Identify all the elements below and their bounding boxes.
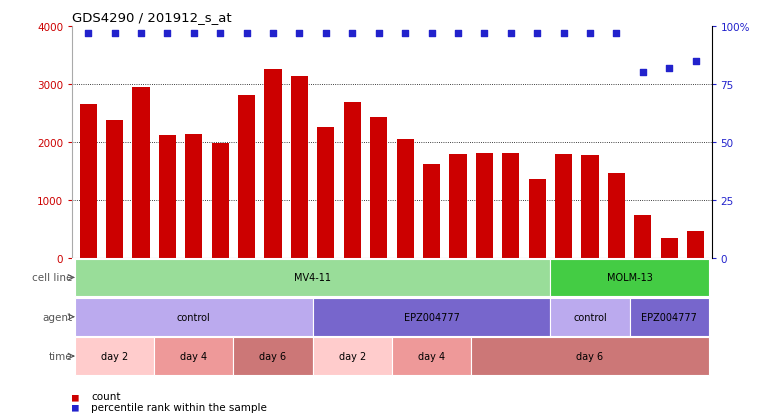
Bar <box>106 121 123 258</box>
Bar <box>550 298 629 336</box>
Bar <box>687 231 704 258</box>
Bar <box>581 155 599 258</box>
Point <box>109 31 121 37</box>
Text: MV4-11: MV4-11 <box>295 273 331 283</box>
Point <box>82 31 94 37</box>
Text: control: control <box>573 312 607 322</box>
Point <box>637 70 649 76</box>
Bar <box>212 144 229 258</box>
Point <box>373 31 385 37</box>
Point <box>558 31 570 37</box>
Text: control: control <box>177 312 211 322</box>
Text: EPZ004777: EPZ004777 <box>403 312 460 322</box>
Point <box>135 31 147 37</box>
Text: day 4: day 4 <box>418 351 445 361</box>
Point <box>188 31 200 37</box>
Bar <box>80 105 97 258</box>
Bar <box>238 96 255 258</box>
Bar <box>344 103 361 258</box>
Bar <box>476 154 493 258</box>
Point <box>425 31 438 37</box>
Bar <box>234 337 313 375</box>
Point <box>610 31 622 37</box>
Point <box>689 58 702 65</box>
Bar <box>629 298 709 336</box>
Point <box>161 31 174 37</box>
Point <box>584 31 596 37</box>
Text: percentile rank within the sample: percentile rank within the sample <box>91 402 267 412</box>
Point <box>399 31 411 37</box>
Text: ■: ■ <box>72 392 79 401</box>
Point <box>346 31 358 37</box>
Bar <box>317 128 335 258</box>
Text: time: time <box>49 351 72 361</box>
Bar <box>661 238 678 258</box>
Bar <box>185 135 202 258</box>
Bar <box>529 180 546 258</box>
Bar <box>555 154 572 258</box>
Text: count: count <box>91 392 121 401</box>
Text: agent: agent <box>43 312 72 322</box>
Text: MOLM-13: MOLM-13 <box>607 273 653 283</box>
Bar <box>75 337 154 375</box>
Point <box>240 31 253 37</box>
Bar <box>154 337 234 375</box>
Bar <box>423 165 440 258</box>
Text: GDS4290 / 201912_s_at: GDS4290 / 201912_s_at <box>72 11 232 24</box>
Bar <box>392 337 471 375</box>
Bar <box>265 70 282 258</box>
Bar <box>313 298 550 336</box>
Bar <box>291 77 308 258</box>
Text: cell line: cell line <box>32 273 72 283</box>
Bar <box>608 173 625 258</box>
Bar <box>502 154 519 258</box>
Point <box>267 31 279 37</box>
Bar <box>449 154 466 258</box>
Bar <box>550 259 709 297</box>
Text: day 6: day 6 <box>260 351 287 361</box>
Point <box>452 31 464 37</box>
Point <box>663 65 675 72</box>
Text: day 2: day 2 <box>339 351 366 361</box>
Bar <box>75 259 550 297</box>
Point <box>320 31 332 37</box>
Bar <box>159 135 176 258</box>
Bar <box>132 88 150 258</box>
Point <box>294 31 306 37</box>
Bar <box>313 337 392 375</box>
Text: day 6: day 6 <box>577 351 603 361</box>
Text: day 2: day 2 <box>101 351 128 361</box>
Bar <box>396 140 414 258</box>
Bar <box>471 337 709 375</box>
Bar <box>370 118 387 258</box>
Text: ■: ■ <box>72 402 79 412</box>
Text: day 4: day 4 <box>180 351 207 361</box>
Point <box>531 31 543 37</box>
Bar <box>75 298 313 336</box>
Point <box>505 31 517 37</box>
Point <box>214 31 226 37</box>
Bar <box>634 216 651 258</box>
Point <box>478 31 490 37</box>
Text: EPZ004777: EPZ004777 <box>642 312 697 322</box>
